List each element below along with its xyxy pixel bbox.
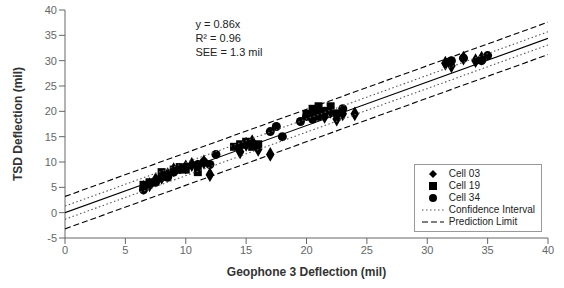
- svg-text:15: 15: [240, 244, 252, 256]
- svg-text:40: 40: [542, 244, 554, 256]
- svg-text:25: 25: [45, 80, 57, 92]
- html-text:y = 0.86x: y = 0.86x: [195, 17, 241, 30]
- svg-text:15: 15: [45, 131, 57, 143]
- svg-text:Geophone 3 Deflection (mil): Geophone 3 Deflection (mil): [227, 265, 386, 279]
- html-text:R² = 0.96: R² = 0.96: [195, 31, 241, 44]
- svg-text:10: 10: [180, 244, 192, 256]
- svg-text:10: 10: [45, 156, 57, 168]
- html-text:Cell 03: Cell 03: [448, 168, 480, 179]
- svg-text:-5: -5: [47, 232, 57, 244]
- svg-text:5: 5: [122, 244, 128, 256]
- svg-text:0: 0: [51, 207, 57, 219]
- html-text:Cell 34: Cell 34: [448, 192, 480, 203]
- html-text:Cell 19: Cell 19: [448, 180, 480, 191]
- svg-text:35: 35: [482, 244, 494, 256]
- svg-text:20: 20: [300, 244, 312, 256]
- svg-text:0: 0: [62, 244, 68, 256]
- svg-text:25: 25: [361, 244, 373, 256]
- html-text:Confidence Interval: Confidence Interval: [448, 204, 535, 215]
- svg-text:5: 5: [51, 181, 57, 193]
- svg-text:30: 30: [45, 55, 57, 67]
- html-text:Prediction Limit: Prediction Limit: [448, 216, 518, 227]
- svg-text:20: 20: [45, 105, 57, 117]
- svg-text:35: 35: [45, 29, 57, 41]
- html-text:SEE = 1.3 mil: SEE = 1.3 mil: [195, 45, 263, 58]
- svg-text:TSD Deflection (mil): TSD Deflection (mil): [11, 67, 25, 181]
- svg-text:30: 30: [421, 244, 433, 256]
- svg-text:40: 40: [45, 4, 57, 16]
